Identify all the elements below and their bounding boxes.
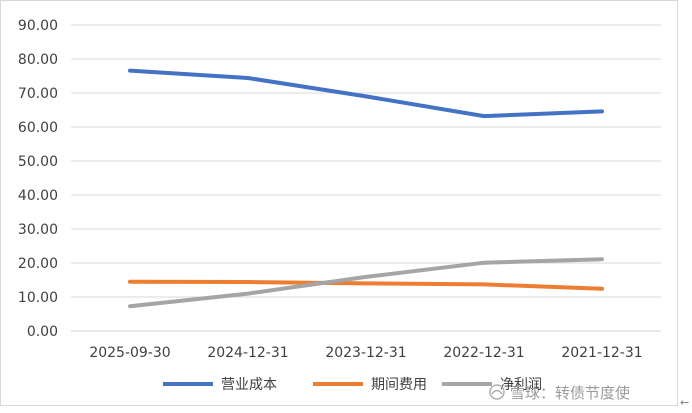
y-tick-label: 50.00 bbox=[18, 154, 58, 170]
legend-label: 期间费用 bbox=[371, 377, 427, 393]
x-tick-label: 2024-12-31 bbox=[207, 345, 288, 361]
x-tick-label: 2023-12-31 bbox=[325, 345, 406, 361]
edge-arrow-mark: ← bbox=[680, 396, 689, 409]
series-line-3 bbox=[128, 257, 604, 309]
y-tick-label: 10.00 bbox=[18, 290, 58, 306]
legend: 营业成本 期间费用 净利润 bbox=[163, 377, 542, 393]
y-tick-label: 20.00 bbox=[18, 256, 58, 272]
y-tick-label: 60.00 bbox=[18, 120, 58, 136]
watermark-text: 雪球：转债节度使 bbox=[510, 384, 630, 402]
y-tick-label: 0.00 bbox=[27, 324, 58, 340]
legend-label: 营业成本 bbox=[221, 377, 277, 393]
series-line-2 bbox=[128, 279, 604, 291]
y-tick-label: 40.00 bbox=[18, 188, 58, 204]
gridlines bbox=[71, 24, 661, 332]
watermark: 雪球：转债节度使 bbox=[489, 384, 630, 402]
y-axis-tick-labels: 0.00 10.00 20.00 30.00 40.00 50.00 60.00 70.00 8… bbox=[18, 18, 58, 340]
x-tick-label: 2022-12-31 bbox=[443, 345, 524, 361]
y-tick-label: 90.00 bbox=[18, 18, 58, 34]
series-line-1 bbox=[128, 68, 604, 119]
x-axis-tick-labels: 2025-09-30 2024-12-31 2023-12-31 2022-12-31… bbox=[89, 345, 642, 361]
x-tick-label: 2025-09-30 bbox=[89, 345, 170, 361]
snowball-logo-icon bbox=[489, 384, 505, 400]
x-tick-label: 2021-12-31 bbox=[561, 345, 642, 361]
y-tick-label: 80.00 bbox=[18, 52, 58, 68]
y-tick-label: 70.00 bbox=[18, 86, 58, 102]
series-lines bbox=[128, 68, 604, 309]
chart-frame bbox=[0, 0, 678, 406]
y-tick-label: 30.00 bbox=[18, 222, 58, 238]
legend-label: 净利润 bbox=[500, 377, 542, 393]
